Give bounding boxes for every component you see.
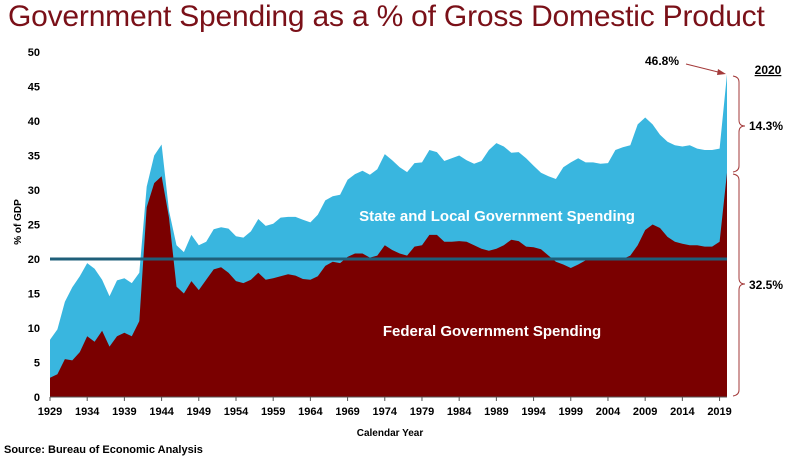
federal-share-label: 32.5% <box>749 278 783 292</box>
y-tick-label: 50 <box>28 47 40 59</box>
x-tick-label: 1939 <box>112 406 136 418</box>
x-tick-label: 2009 <box>633 406 657 418</box>
y-axis-ticks: 0 5 10 15 20 25 30 35 40 45 50 <box>28 47 40 404</box>
state-local-share-label: 14.3% <box>749 119 783 133</box>
x-axis-label: Calendar Year <box>357 428 424 439</box>
peak-arrow-line <box>685 63 723 74</box>
federal-bracket <box>732 173 746 397</box>
federal-area-label: Federal Government Spending <box>383 323 601 340</box>
y-tick-label: 10 <box>28 323 40 335</box>
federal-spending-area <box>50 172 727 397</box>
x-tick-label: 1949 <box>187 406 211 418</box>
y-tick-label: 15 <box>28 289 40 301</box>
x-tick-label: 1954 <box>224 406 249 418</box>
y-tick-label: 0 <box>34 392 40 404</box>
x-tick-label: 1934 <box>75 406 100 418</box>
x-tick-label: 1944 <box>149 406 174 418</box>
y-tick-label: 45 <box>28 82 40 94</box>
x-tick-label: 1994 <box>521 406 546 418</box>
x-tick-label: 2019 <box>707 406 731 418</box>
year-2020-label: 2020 <box>755 63 782 77</box>
x-tick-label: 1969 <box>335 406 359 418</box>
x-tick-label: 1989 <box>484 406 508 418</box>
y-tick-label: 35 <box>28 151 40 163</box>
peak-value-label: 46.8% <box>645 54 679 68</box>
x-tick-label: 1974 <box>373 406 398 418</box>
y-tick-label: 40 <box>28 116 40 128</box>
peak-arrow-head <box>717 69 726 75</box>
chart-title: Government Spending as a % of Gross Dome… <box>8 0 765 33</box>
x-tick-label: 1959 <box>261 406 285 418</box>
x-axis-ticks: 1929 1934 1939 1944 1949 1954 1959 1964 1969 1974… <box>38 397 732 418</box>
x-tick-label: 2004 <box>596 406 621 418</box>
source-note: Source: Bureau of Economic Analysis <box>4 444 203 456</box>
x-tick-label: 2014 <box>670 406 695 418</box>
state-local-bracket <box>732 75 746 173</box>
y-tick-label: 30 <box>28 185 40 197</box>
x-tick-label: 1979 <box>410 406 434 418</box>
x-tick-label: 1984 <box>447 406 472 418</box>
y-tick-label: 20 <box>28 254 40 266</box>
y-tick-label: 5 <box>34 358 40 370</box>
y-axis-label: % of GDP <box>13 199 24 245</box>
x-tick-label: 1964 <box>298 406 323 418</box>
state-local-area-label: State and Local Government Spending <box>359 208 635 225</box>
x-tick-label: 1929 <box>38 406 62 418</box>
y-tick-label: 25 <box>28 220 40 232</box>
x-tick-label: 1999 <box>559 406 583 418</box>
